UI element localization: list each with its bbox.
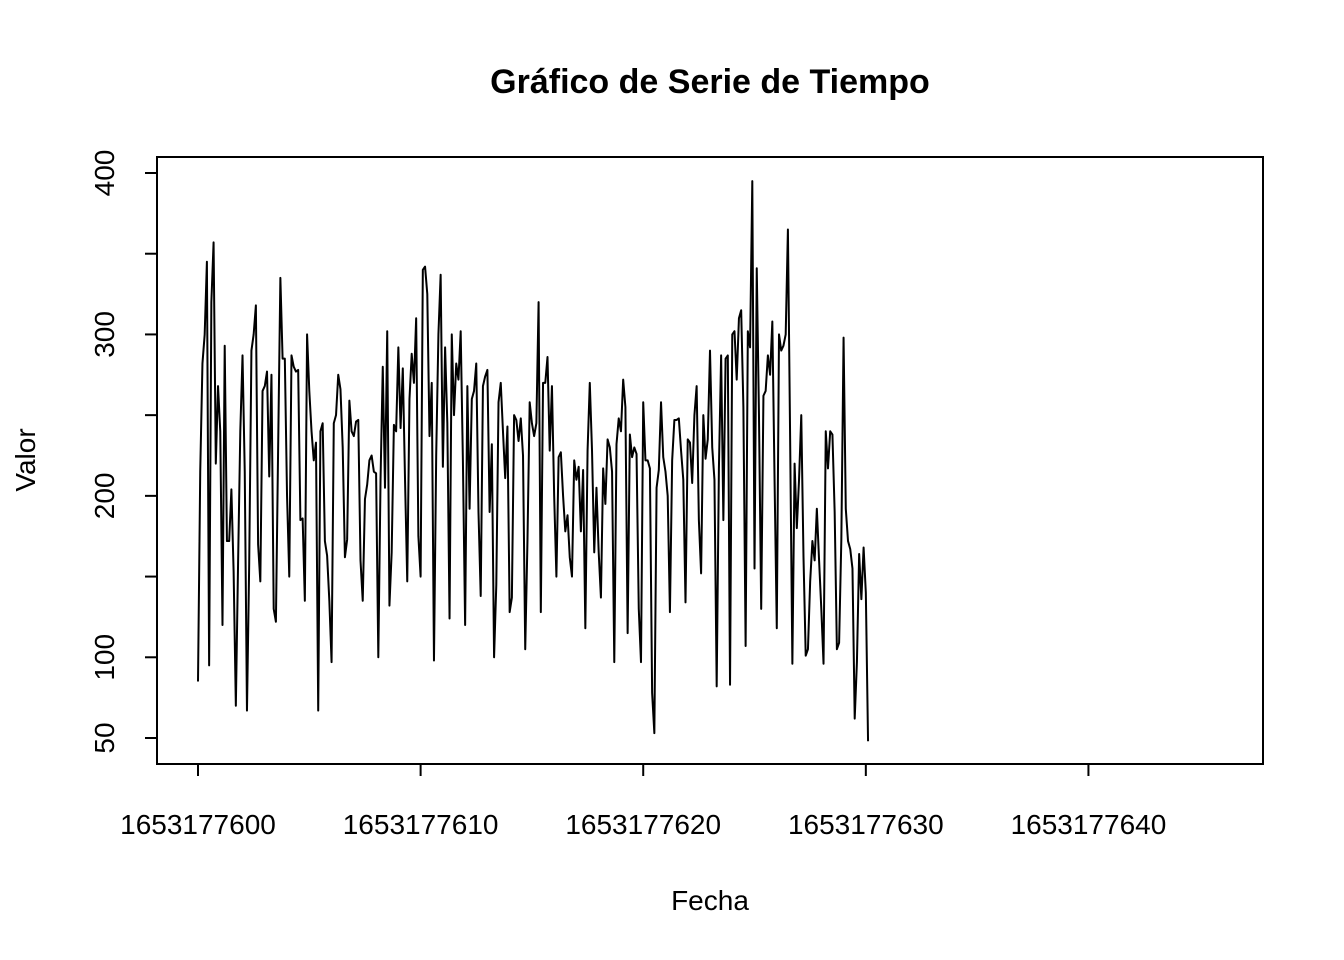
chart-title: Gráfico de Serie de Tiempo: [490, 63, 930, 101]
x-tick-label: 1653177630: [788, 809, 944, 840]
x-tick-label: 1653177600: [120, 809, 276, 840]
y-tick-label: 50: [89, 722, 120, 753]
x-tick-label: 1653177620: [565, 809, 721, 840]
y-tick-label: 400: [89, 150, 120, 197]
y-axis-label: Valor: [10, 428, 41, 491]
series-line: [197, 180, 870, 742]
x-tick-label: 1653177610: [343, 809, 499, 840]
y-tick-label: 300: [89, 311, 120, 358]
x-axis: 1653177600 1653177610 1653177620 1653177630…: [120, 763, 1167, 840]
x-axis-label: Fecha: [671, 885, 749, 916]
x-tick-label: 1653177640: [1011, 809, 1167, 840]
y-tick-label: 100: [89, 634, 120, 681]
y-tick-label: 200: [89, 472, 120, 519]
y-axis: 50 100 200 300 400: [89, 150, 158, 754]
